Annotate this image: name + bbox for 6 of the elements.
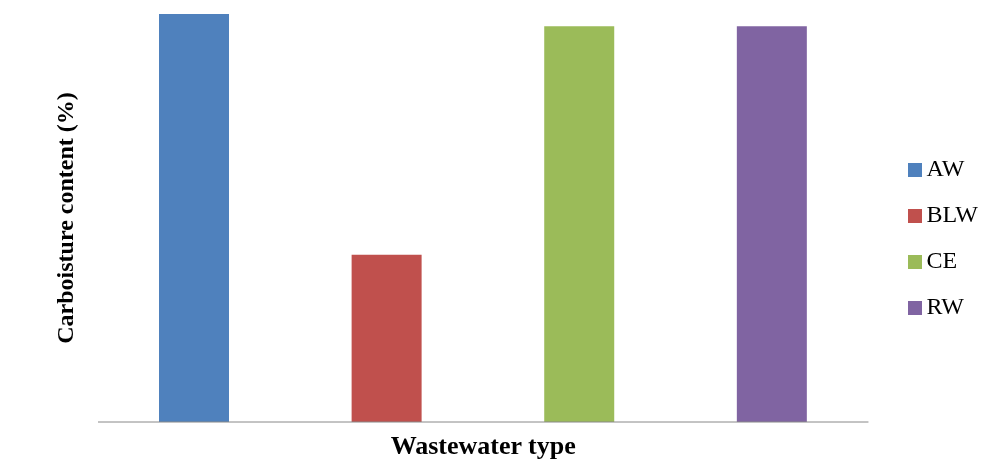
legend-label: AW <box>926 155 965 181</box>
y-axis-title: Carboisture content (%) <box>51 92 78 344</box>
legend-label: BLW <box>926 201 978 227</box>
legend-label: RW <box>926 293 964 319</box>
legend-label: CE <box>926 247 958 273</box>
x-axis-title: Wastewater type <box>390 431 576 460</box>
